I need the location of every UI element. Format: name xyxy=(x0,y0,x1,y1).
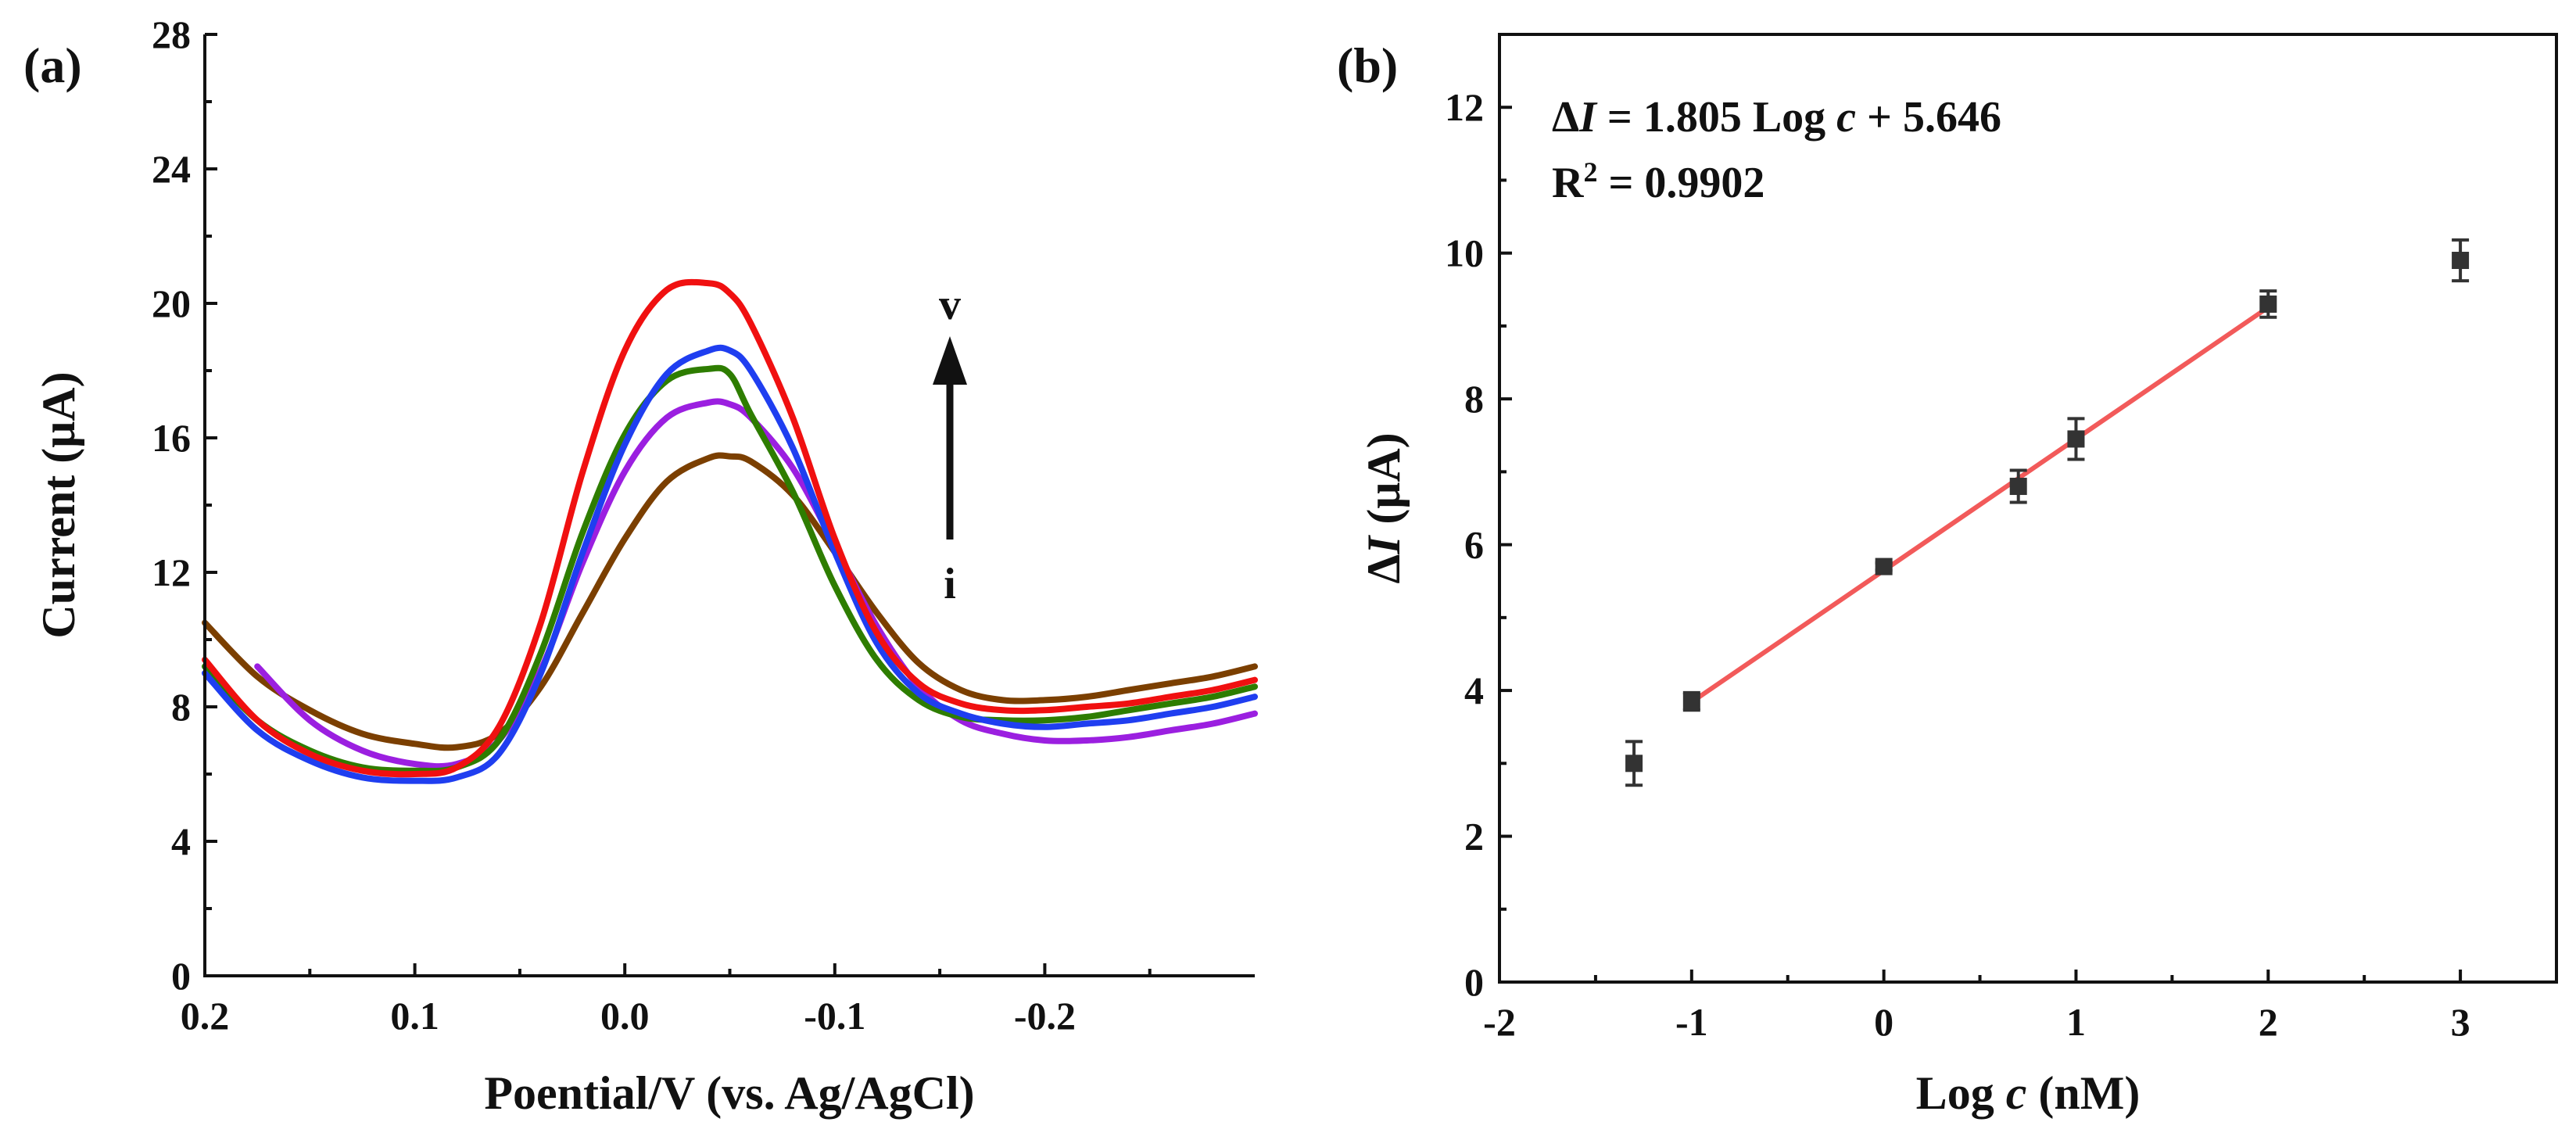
panel-b-y-ticks: 0 2 4 6 8 10 12 xyxy=(1445,85,1512,1004)
panel-a-label: (a) xyxy=(23,38,82,93)
data-point-marker xyxy=(2259,295,2277,313)
data-point-marker xyxy=(1875,557,1893,575)
data-point-group xyxy=(2067,417,2085,461)
panel-b-data-points xyxy=(1625,238,2470,787)
panel-a-x-tick-label: 0.2 xyxy=(181,994,230,1038)
panel-b-y-tick-label: 6 xyxy=(1464,523,1484,567)
voltammogram-curve-iii xyxy=(202,364,1258,775)
annotation-bottom-label: i xyxy=(944,560,956,608)
panel-a-y-tick-label: 24 xyxy=(152,147,191,191)
panel-a-y-tick-label: 0 xyxy=(171,954,191,998)
panel-a-x-tick-label: -0.1 xyxy=(804,994,865,1038)
data-point-group xyxy=(2259,289,2277,319)
linear-fit-line xyxy=(1689,305,2271,704)
data-point-group xyxy=(2009,468,2027,504)
panel-a-y-tick-label: 12 xyxy=(152,550,191,594)
data-point-marker xyxy=(1625,755,1643,773)
panel-b-y-tick-label: 12 xyxy=(1445,85,1484,129)
panel-a-frame xyxy=(203,34,1255,977)
panel-a-x-axis-title: Poential/V (vs. Ag/AgCl) xyxy=(484,1067,974,1119)
panel-b-y-tick-label: 0 xyxy=(1464,960,1484,1004)
panel-b-y-axis-title: ΔI (μA) xyxy=(1358,432,1410,583)
panel-a-x-tick-label: 0.0 xyxy=(600,994,650,1038)
panel-b-x-axis-title: Log c (nM) xyxy=(1916,1067,2141,1119)
panel-a-y-tick-label: 4 xyxy=(171,819,191,863)
data-point-marker xyxy=(1682,693,1700,711)
panel-b-y-tick-label: 2 xyxy=(1464,815,1484,859)
data-point-marker xyxy=(2009,478,2027,496)
r-squared-value: R2 = 0.9902 xyxy=(1552,156,1765,207)
panel-a-y-tick-label: 20 xyxy=(152,281,191,325)
panel-b-frame xyxy=(1498,33,2558,984)
panel-b-x-tick-label: -2 xyxy=(1483,1000,1516,1044)
voltammogram-curve-v xyxy=(202,278,1258,778)
panel-a-y-tick-label: 8 xyxy=(171,685,191,729)
panel-b-x-tick-label: 3 xyxy=(2451,1000,2470,1044)
annotation-top-label: v xyxy=(939,281,961,329)
panel-a-y-ticks: 0 4 8 12 16 20 24 28 xyxy=(152,13,217,998)
panel-b-x-tick-label: 0 xyxy=(1874,1000,1893,1044)
voltammogram-curve-i xyxy=(202,452,1258,751)
data-point-marker xyxy=(2067,430,2085,448)
regression-equation: ΔI = 1.805 Log c + 5.646 xyxy=(1552,93,2001,142)
voltammogram-curve-iv xyxy=(202,344,1258,784)
panel-b-y-tick-label: 4 xyxy=(1464,669,1484,712)
data-point-group xyxy=(1875,557,1893,575)
panel-a-curves xyxy=(202,278,1258,784)
panel-a-x-tick-label: -0.2 xyxy=(1014,994,1076,1038)
panel-a-y-tick-label: 28 xyxy=(152,13,191,56)
panel-b-x-tick-label: 1 xyxy=(2066,1000,2086,1044)
data-point-marker xyxy=(2452,252,2470,270)
panel-b-x-tick-label: -1 xyxy=(1675,1000,1708,1044)
panel-b-y-tick-label: 10 xyxy=(1445,231,1484,275)
annotation-arrow-head-icon xyxy=(933,336,967,385)
series-order-annotation: v i xyxy=(933,281,967,608)
panel-a-x-ticks: 0.2 0.1 0.0 -0.1 -0.2 xyxy=(181,963,1152,1038)
data-point-group xyxy=(2452,238,2470,283)
panel-b-x-tick-label: 2 xyxy=(2259,1000,2278,1044)
data-point-group xyxy=(1625,740,1643,787)
panel-b-x-ticks: -2 -1 0 1 2 3 xyxy=(1483,970,2558,1044)
panel-a-y-axis-title: Current (μA) xyxy=(33,371,84,638)
panel-b-y-tick-label: 8 xyxy=(1464,377,1484,421)
panel-a-x-tick-label: 0.1 xyxy=(390,994,439,1038)
data-point-group xyxy=(1682,690,1700,712)
panel-b-label: (b) xyxy=(1337,38,1398,93)
panel-a-y-tick-label: 16 xyxy=(152,416,191,460)
